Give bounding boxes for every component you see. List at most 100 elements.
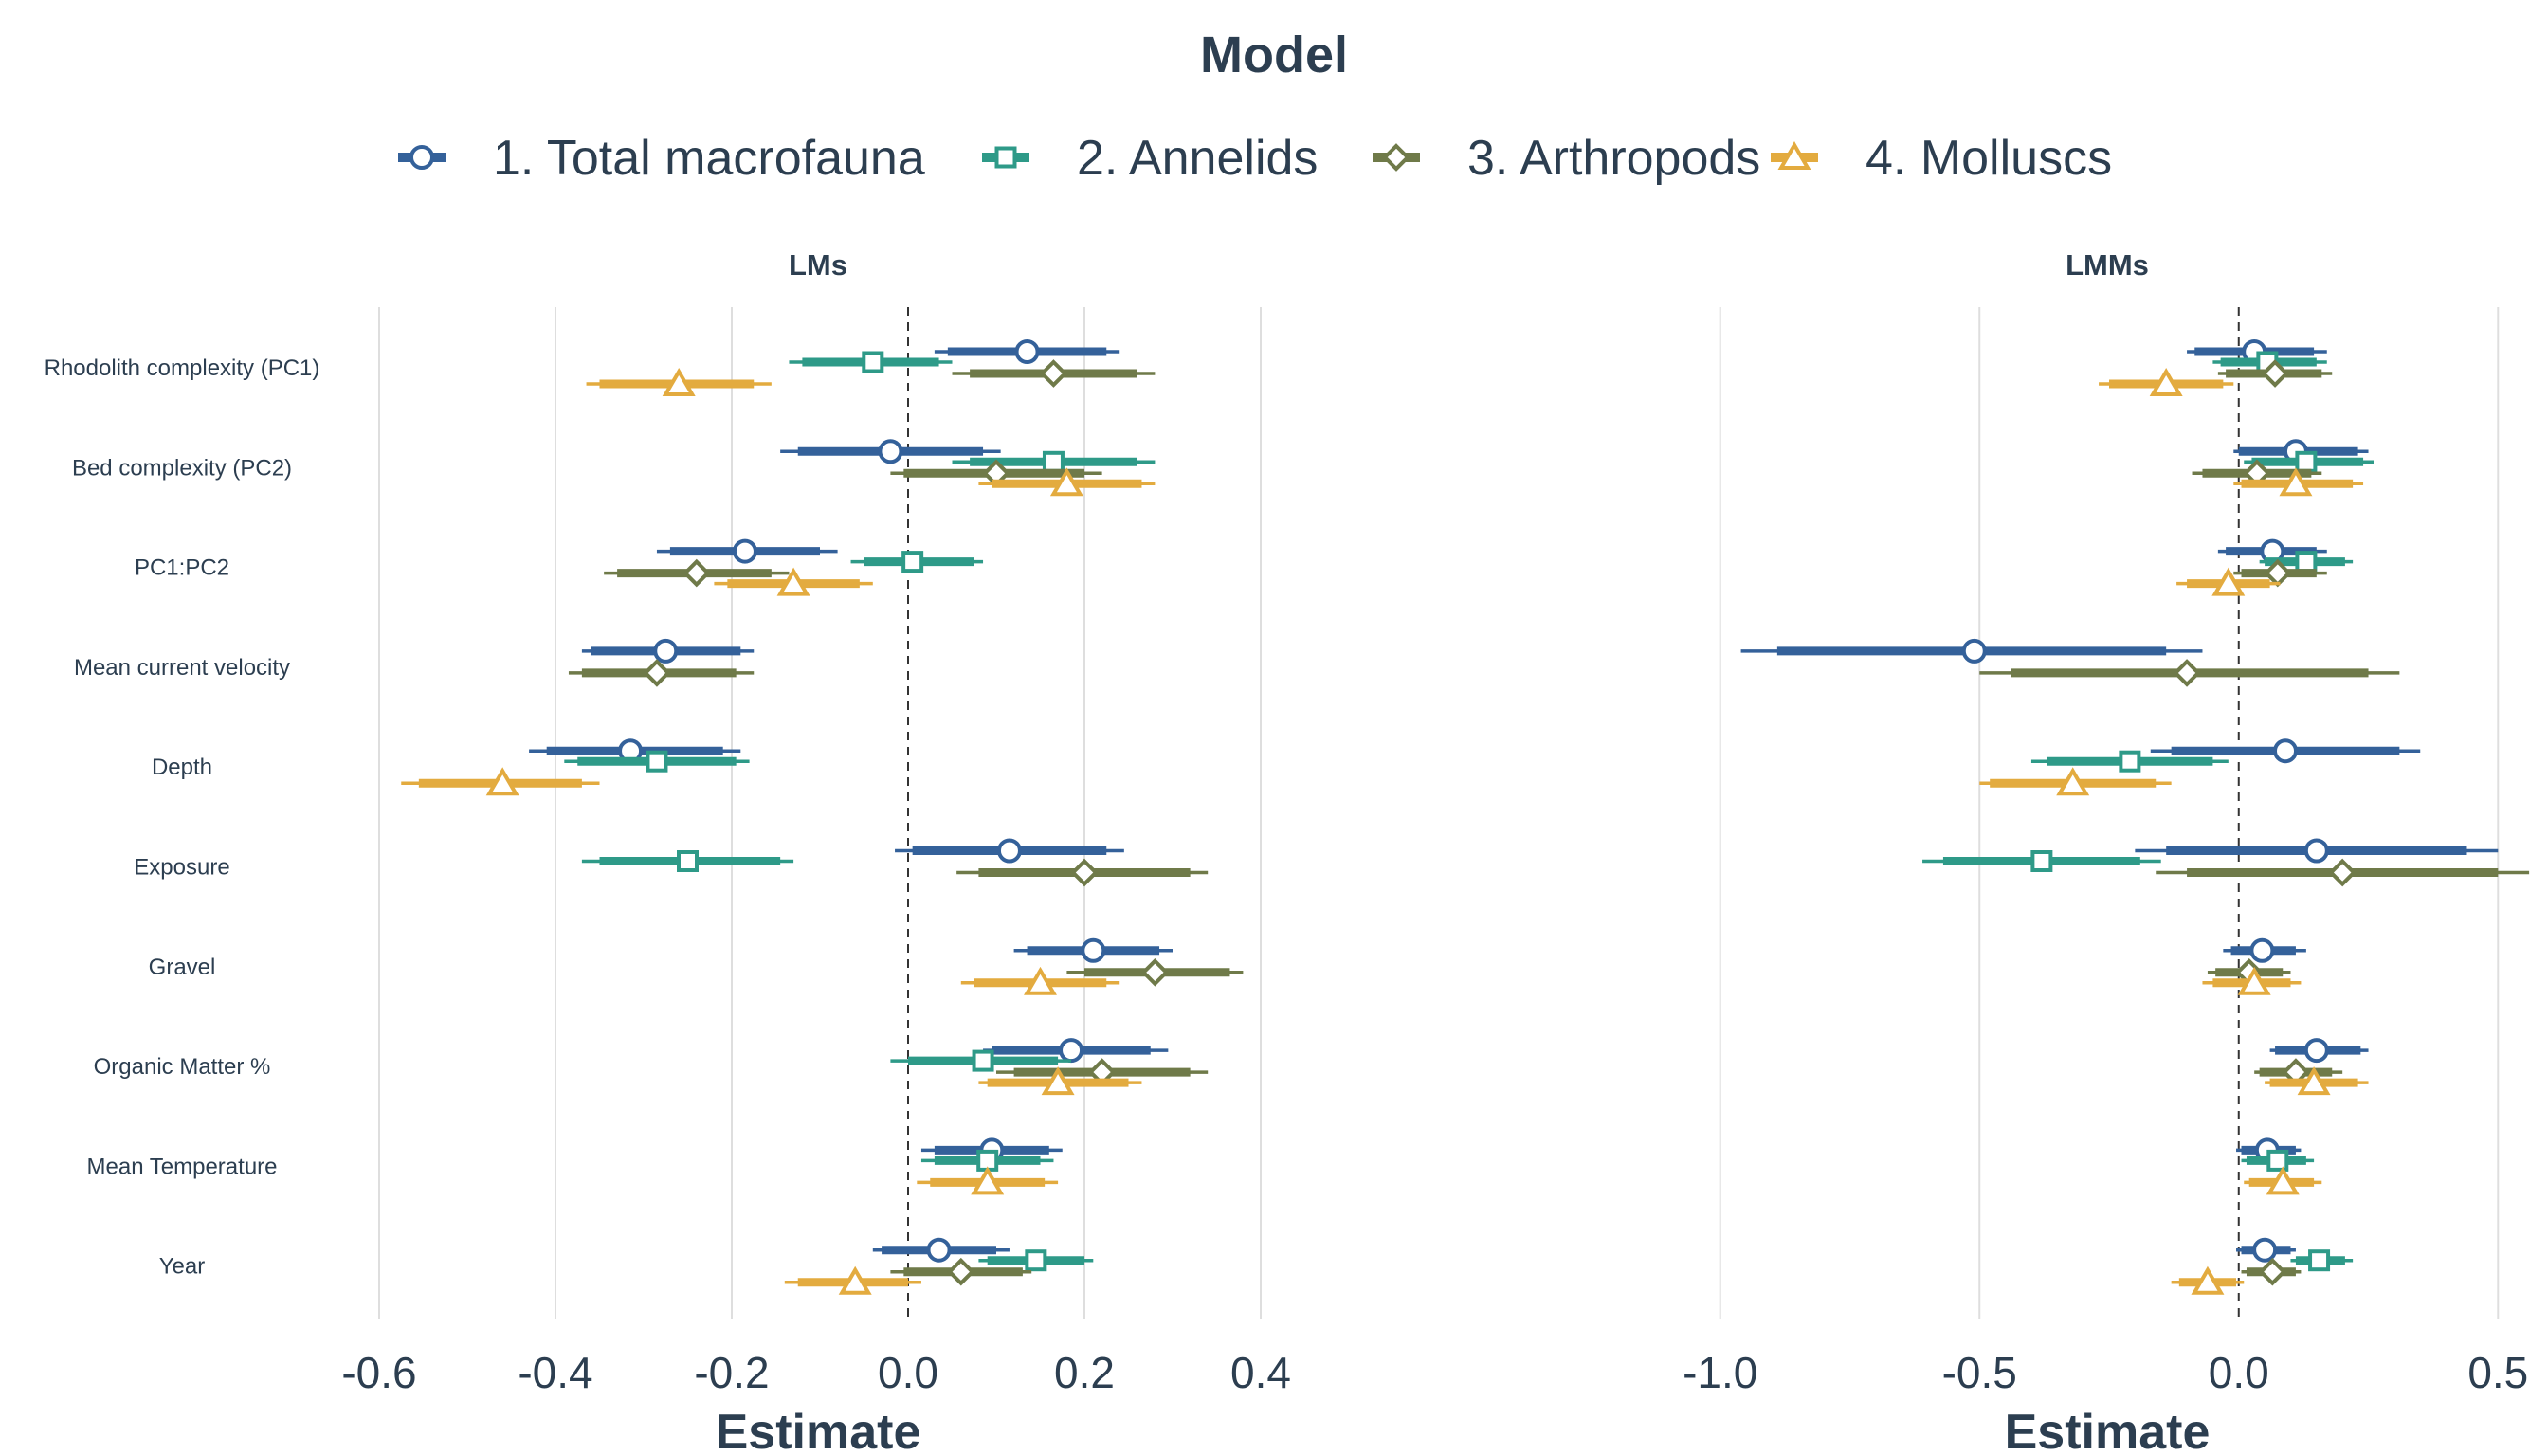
estimate-exposure: [581, 850, 794, 872]
series-3-arthropods: [1979, 359, 2530, 1286]
point-estimate-diamond: [682, 558, 711, 588]
point-estimate-triangle: [2279, 467, 2313, 497]
legend-item-4-molluscs: 4. Molluscs: [1771, 131, 2112, 186]
legend-label: 3. Arthropods: [1467, 131, 1760, 186]
panel-lms: LMs -0.6 -0.4 -0.2 0.0 0.2 0.4 Estimate: [341, 248, 1291, 1456]
estimate-year: [872, 1237, 1010, 1263]
x-tick-label: 0.2: [1054, 1348, 1115, 1397]
estimate-gravel: [2223, 937, 2306, 963]
point-estimate-diamond: [2258, 1257, 2287, 1286]
series-1-total-macrofauna: [529, 339, 1173, 1263]
point-estimate-triangle: [2056, 767, 2090, 796]
point-estimate-triangle: [971, 1166, 1005, 1195]
point-estimate-triangle: [776, 567, 810, 596]
point-estimate-square: [646, 750, 668, 773]
panel-title: LMMs: [2066, 248, 2149, 282]
point-estimate-square: [2030, 850, 2053, 872]
series-1-total-macrofauna: [1740, 339, 2499, 1263]
row-label-bed-complexity-pc2: Bed complexity (PC2): [72, 455, 292, 481]
point-estimate-square: [901, 551, 924, 573]
estimate-gravel: [1066, 957, 1244, 987]
estimate-mean-current-velocity: [1979, 659, 2400, 687]
estimate-organic-matter: [2269, 1038, 2369, 1064]
point-estimate-square: [1025, 1249, 1047, 1272]
estimate-year: [784, 1265, 921, 1295]
estimate-bed-complexity-pc2: [2233, 467, 2364, 497]
estimate-mean-temperature: [2244, 1166, 2322, 1195]
point-estimate-diamond: [946, 1257, 975, 1286]
row-label-mean-temperature: Mean Temperature: [87, 1154, 278, 1179]
point-estimate-circle: [1059, 1038, 1084, 1064]
point-estimate-diamond: [1140, 957, 1170, 987]
estimate-mean-temperature: [917, 1166, 1059, 1195]
point-estimate-circle: [1961, 638, 1987, 664]
row-label-exposure: Exposure: [134, 855, 229, 881]
row-label-mean-current-velocity: Mean current velocity: [74, 655, 290, 681]
panels: Rhodolith complexity (PC1) Bed complexity…: [45, 248, 2530, 1456]
x-axis-title: Estimate: [716, 1405, 921, 1456]
estimate-depth: [564, 750, 750, 773]
estimate-pc1-pc2: [850, 551, 984, 573]
estimate-mean-current-velocity: [568, 659, 755, 687]
legend-label: 1. Total macrofauna: [493, 131, 925, 186]
estimate-mean-current-velocity: [581, 638, 755, 664]
x-tick-label: 0.5: [2467, 1348, 2528, 1397]
estimate-organic-matter: [996, 1058, 1209, 1086]
row-label-organic-matter: Organic Matter %: [94, 1054, 271, 1080]
x-axis-title: Estimate: [2005, 1405, 2211, 1456]
legend: 1. Total macrofauna 2. Annelids 3. Arthrop…: [398, 131, 2112, 186]
estimate-year: [890, 1257, 1032, 1286]
point-estimate-diamond: [1039, 359, 1068, 388]
point-estimate-square: [862, 351, 884, 373]
estimate-exposure: [2156, 858, 2530, 887]
series-2-annelids: [1922, 351, 2374, 1272]
estimate-pc1-pc2: [714, 567, 873, 596]
x-tick-label: -0.6: [341, 1348, 416, 1397]
point-estimate-triangle: [2297, 1066, 2331, 1096]
point-estimate-triangle: [838, 1265, 872, 1295]
point-estimate-square: [972, 1049, 994, 1072]
estimate-organic-matter: [890, 1049, 1072, 1072]
point-estimate-triangle: [2191, 1265, 2225, 1295]
panel-lmms: LMMs -1.0 -0.5 0.0 0.5 Estimate: [1683, 248, 2530, 1456]
estimate-pc1-pc2: [656, 538, 838, 564]
point-estimate-square: [2119, 750, 2141, 773]
estimate-mean-temperature: [920, 1149, 1054, 1172]
estimate-exposure: [956, 858, 1209, 887]
estimate-bed-complexity-pc2: [2244, 450, 2374, 473]
point-estimate-diamond: [1070, 858, 1099, 887]
row-label-rhodolith-complexity-pc1: Rhodolith complexity (PC1): [45, 355, 320, 381]
legend-item-1-total-macrofauna: 1. Total macrofauna: [398, 131, 925, 186]
point-estimate-square: [2308, 1249, 2331, 1272]
point-estimate-circle: [1014, 339, 1040, 364]
legend-square-marker: [994, 146, 1017, 169]
legend-label: 4. Molluscs: [1866, 131, 2112, 186]
point-estimate-triangle: [1041, 1066, 1075, 1096]
point-estimate-square: [2266, 1149, 2289, 1172]
point-estimate-circle: [2303, 1038, 2329, 1064]
x-tick-label: -0.4: [518, 1348, 592, 1397]
estimate-depth: [2030, 750, 2229, 773]
panel-title: LMs: [789, 248, 847, 282]
row-label-depth: Depth: [152, 755, 212, 780]
estimate-gravel: [2202, 966, 2302, 995]
estimate-rhodolith-complexity-pc1: [789, 351, 953, 373]
point-estimate-triangle: [1049, 467, 1083, 497]
estimate-bed-complexity-pc2: [978, 467, 1156, 497]
point-estimate-diamond: [2261, 359, 2289, 388]
point-estimate-triangle: [662, 368, 696, 396]
estimate-gravel: [1013, 937, 1173, 963]
estimate-exposure: [2135, 838, 2499, 864]
point-estimate-circle: [878, 439, 903, 464]
point-estimate-circle: [2273, 738, 2298, 764]
estimate-exposure: [1922, 850, 2161, 872]
point-estimate-triangle: [2237, 966, 2271, 995]
point-estimate-circle: [996, 838, 1022, 864]
series-2-annelids: [564, 351, 1156, 1272]
estimate-year: [978, 1249, 1094, 1272]
point-estimate-triangle: [485, 767, 519, 796]
legend-diamond-marker: [1382, 143, 1410, 172]
x-tick-label: 0.4: [1230, 1348, 1291, 1397]
estimate-rhodolith-complexity-pc1: [2217, 359, 2333, 388]
series-3-arthropods: [568, 359, 1244, 1286]
